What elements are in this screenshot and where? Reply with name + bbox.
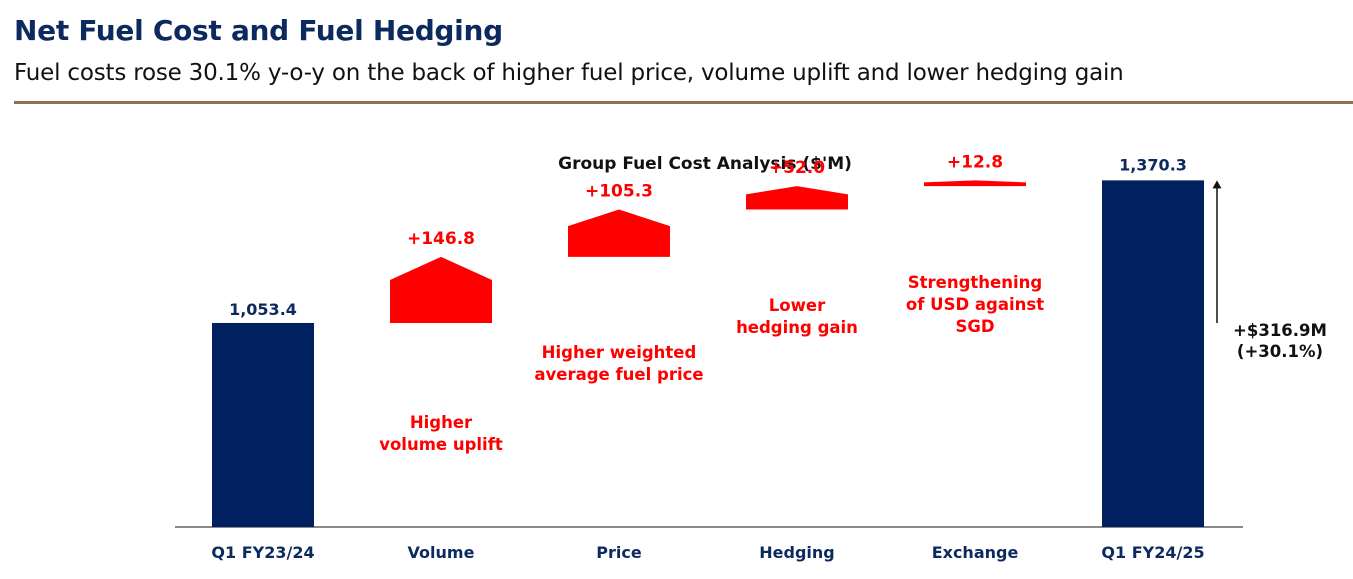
step-annotation: Higher [410,413,473,432]
delta-label: +105.3 [585,182,653,202]
delta-label: +12.8 [947,152,1003,172]
arrow-head-icon [1212,180,1222,189]
page-title: Net Fuel Cost and Fuel Hedging [14,14,503,47]
delta-label: +146.8 [407,229,475,249]
chart-title: Group Fuel Cost Analysis ($'M) [558,154,852,174]
end-value-label: 1,370.3 [1119,155,1187,174]
delta-label: +52.0 [769,158,825,178]
x-tick-label: Q1 FY23/24 [211,543,314,562]
step-annotation: hedging gain [736,318,858,337]
start-value-label: 1,053.4 [229,300,297,319]
increase-arrow-bar [924,180,1026,187]
increase-arrow-bar [746,186,848,210]
step-annotation: Lower [769,296,826,315]
start-bar [212,322,314,527]
step-annotation: volume uplift [379,435,503,454]
step-annotation: of USD against [906,295,1044,314]
title-divider [14,101,1353,104]
increase-arrow-bar [568,209,670,257]
step-annotation: Higher weighted [542,343,697,362]
x-tick-label: Volume [408,543,475,562]
total-change-percent: (+30.1%) [1237,342,1323,361]
step-annotation: Strengthening [908,273,1042,292]
total-change-label: +$316.9M [1233,321,1327,340]
increase-arrow-bar [390,256,492,323]
x-tick-label: Q1 FY24/25 [1101,543,1204,562]
x-tick-label: Exchange [932,543,1019,562]
step-annotation: average fuel price [534,365,703,384]
x-tick-label: Price [596,543,642,562]
page-subtitle: Fuel costs rose 30.1% y-o-y on the back … [14,60,1124,86]
end-bar [1102,180,1204,528]
step-annotation: SGD [955,317,994,336]
x-tick-label: Hedging [759,543,834,562]
